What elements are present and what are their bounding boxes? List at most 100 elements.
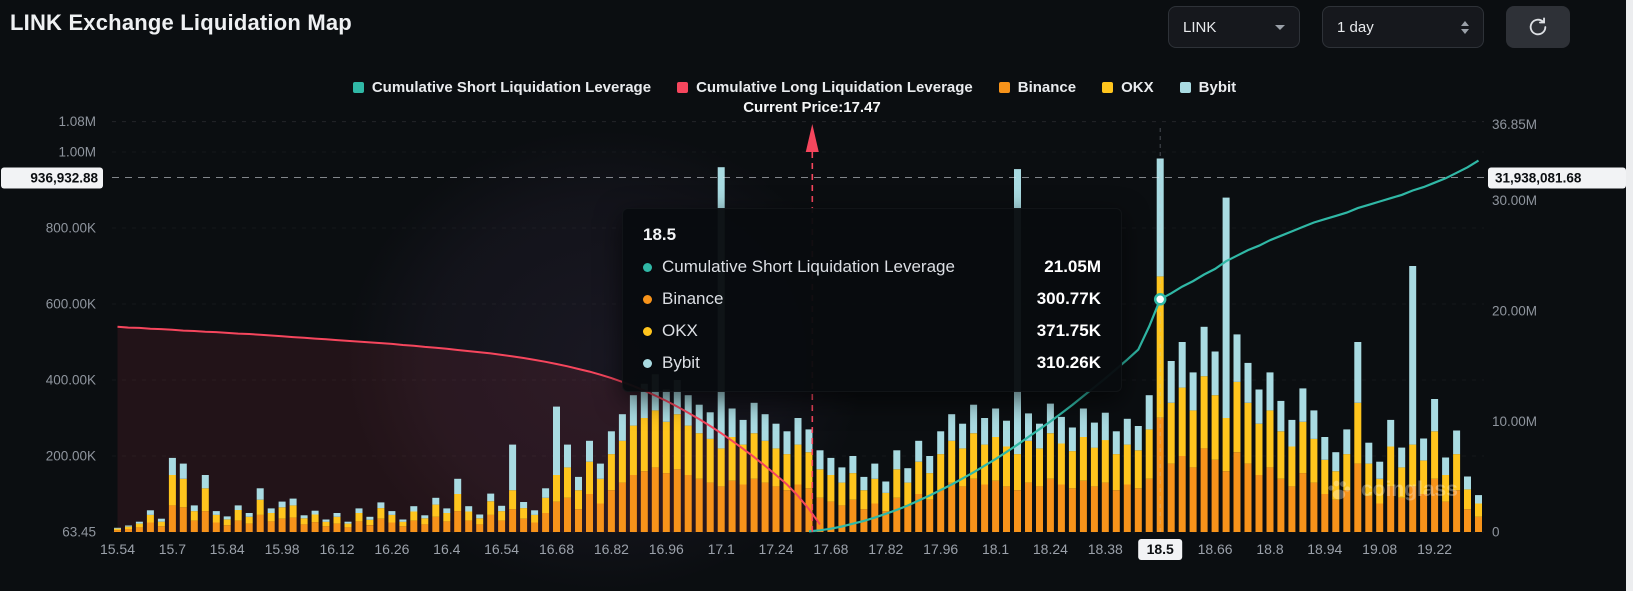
bar-binance[interactable]	[520, 518, 528, 532]
bar-binance[interactable]	[1464, 509, 1471, 532]
bar-okx[interactable]	[1431, 431, 1439, 479]
bar-okx[interactable]	[926, 473, 934, 500]
bar-bybit[interactable]	[1332, 452, 1340, 472]
bar-okx[interactable]	[179, 478, 187, 508]
bar-bybit[interactable]	[618, 414, 626, 441]
bar-binance[interactable]	[981, 484, 989, 533]
bar-binance[interactable]	[1057, 484, 1065, 533]
bar-bybit[interactable]	[805, 429, 813, 453]
refresh-button[interactable]	[1506, 6, 1570, 48]
bar-okx[interactable]	[443, 513, 451, 522]
bar-okx[interactable]	[256, 499, 264, 515]
bar-bybit[interactable]	[377, 502, 385, 509]
bar-okx[interactable]	[662, 421, 670, 474]
bar-bybit[interactable]	[1244, 362, 1252, 403]
bar-binance[interactable]	[706, 482, 714, 532]
bar-bybit[interactable]	[1222, 197, 1230, 418]
bar-bybit[interactable]	[256, 488, 264, 500]
bar-bybit[interactable]	[981, 418, 989, 445]
bar-bybit[interactable]	[1112, 431, 1120, 455]
bar-okx[interactable]	[223, 519, 231, 526]
bar-okx[interactable]	[1222, 418, 1230, 472]
bar-binance[interactable]	[750, 478, 758, 532]
bar-bybit[interactable]	[849, 456, 857, 474]
bar-bybit[interactable]	[1365, 442, 1373, 464]
bar-bybit[interactable]	[607, 431, 615, 455]
bar-okx[interactable]	[1167, 402, 1175, 464]
bar-binance[interactable]	[256, 514, 264, 532]
bar-okx[interactable]	[651, 410, 659, 468]
bar-bybit[interactable]	[1003, 420, 1010, 447]
bar-binance[interactable]	[168, 505, 176, 532]
bar-bybit[interactable]	[1046, 403, 1054, 434]
bar-okx[interactable]	[849, 473, 857, 500]
bar-okx[interactable]	[1090, 447, 1098, 487]
bar-okx[interactable]	[125, 526, 132, 529]
bar-binance[interactable]	[267, 521, 275, 532]
bar-binance[interactable]	[114, 530, 121, 532]
bar-okx[interactable]	[805, 452, 813, 489]
bar-bybit[interactable]	[1057, 416, 1065, 444]
bar-okx[interactable]	[575, 490, 582, 510]
bar-binance[interactable]	[1112, 490, 1120, 532]
bar-binance[interactable]	[1288, 486, 1296, 532]
bar-binance[interactable]	[333, 523, 341, 532]
bar-bybit[interactable]	[728, 408, 736, 438]
bar-binance[interactable]	[289, 517, 297, 532]
bar-okx[interactable]	[1200, 376, 1208, 449]
bar-bybit[interactable]	[443, 508, 451, 513]
bar-binance[interactable]	[1156, 417, 1164, 532]
bar-binance[interactable]	[904, 505, 912, 532]
bar-binance[interactable]	[893, 497, 901, 532]
bar-bybit[interactable]	[629, 395, 637, 426]
bar-binance[interactable]	[1200, 448, 1208, 532]
bar-binance[interactable]	[212, 522, 220, 533]
bar-okx[interactable]	[629, 425, 637, 475]
bar-binance[interactable]	[1036, 486, 1043, 532]
bar-okx[interactable]	[695, 433, 703, 479]
bar-okx[interactable]	[1255, 423, 1263, 475]
legend-item-okx[interactable]: OKX	[1102, 79, 1154, 96]
bar-bybit[interactable]	[992, 408, 1000, 438]
bar-okx[interactable]	[893, 469, 901, 498]
bar-okx[interactable]	[234, 510, 242, 521]
bar-binance[interactable]	[179, 507, 187, 532]
bar-okx[interactable]	[739, 444, 747, 485]
bar-bybit[interactable]	[1277, 400, 1285, 432]
bar-bybit[interactable]	[1464, 476, 1471, 490]
bar-okx[interactable]	[1178, 387, 1186, 456]
bar-binance[interactable]	[695, 478, 703, 532]
bar-binance[interactable]	[234, 520, 242, 532]
bar-binance[interactable]	[1376, 503, 1384, 533]
bar-binance[interactable]	[816, 497, 824, 532]
bar-okx[interactable]	[673, 414, 681, 470]
bar-binance[interactable]	[1277, 478, 1285, 532]
bar-bybit[interactable]	[586, 440, 593, 462]
bar-bybit[interactable]	[893, 450, 901, 470]
bar-binance[interactable]	[454, 511, 462, 532]
bar-bybit[interactable]	[1453, 430, 1461, 455]
bar-bybit[interactable]	[948, 414, 956, 441]
bar-bybit[interactable]	[322, 519, 330, 522]
bar-okx[interactable]	[520, 508, 528, 519]
bar-binance[interactable]	[1409, 486, 1417, 532]
bar-bybit[interactable]	[135, 521, 143, 524]
bar-bybit[interactable]	[564, 444, 571, 468]
bar-binance[interactable]	[739, 484, 747, 533]
bar-okx[interactable]	[717, 448, 725, 487]
bar-okx[interactable]	[816, 469, 824, 498]
bar-okx[interactable]	[498, 511, 506, 521]
bar-binance[interactable]	[948, 482, 956, 532]
bar-bybit[interactable]	[1134, 426, 1142, 451]
bar-bybit[interactable]	[1200, 326, 1208, 377]
bar-bybit[interactable]	[1156, 158, 1164, 277]
bar-binance[interactable]	[882, 511, 890, 532]
bar-bybit[interactable]	[1189, 372, 1197, 411]
bar-okx[interactable]	[618, 440, 626, 483]
bar-okx[interactable]	[311, 514, 319, 523]
bar-bybit[interactable]	[454, 478, 462, 494]
bar-binance[interactable]	[575, 509, 582, 532]
bar-okx[interactable]	[146, 514, 154, 523]
bar-okx[interactable]	[1332, 471, 1340, 500]
bar-okx[interactable]	[1189, 410, 1197, 468]
